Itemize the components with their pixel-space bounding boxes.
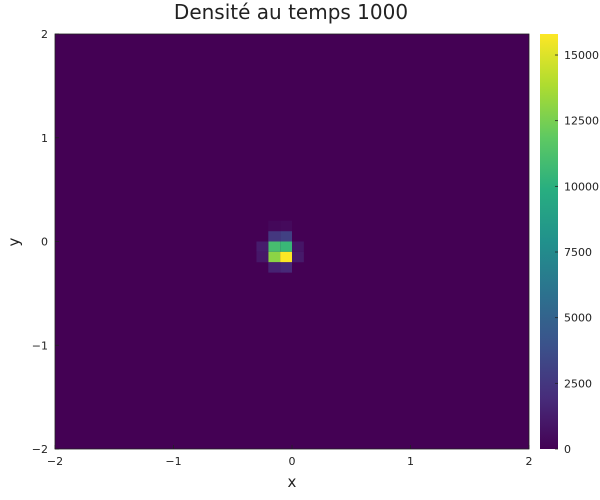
colorbar-ticks: 0 2500 5000 7500 10000 12500 15000 — [555, 49, 599, 456]
colorbar-tick-label-4: 10000 — [564, 180, 599, 193]
x-tick-label-4: 2 — [526, 455, 533, 468]
heatmap-cell-8 — [256, 241, 269, 252]
colorbar-tick-label-1: 2500 — [564, 377, 592, 390]
y-axis-ticks: −2 −1 0 1 2 — [32, 28, 59, 456]
heatmap-cell-12 — [280, 220, 292, 232]
colorbar-tick-label-2: 5000 — [564, 312, 592, 325]
heatmap-cell-9 — [256, 251, 269, 263]
heatmap-cell-2 — [268, 241, 281, 252]
heatmap-cell-1 — [280, 231, 292, 242]
y-tick-label-2: 0 — [41, 236, 48, 249]
y-tick-label-3: 1 — [41, 132, 48, 145]
heatmap-cell-3 — [280, 241, 292, 252]
colorbar: 0 2500 5000 7500 10000 12500 15000 — [540, 34, 599, 456]
x-axis-label: x — [288, 473, 297, 491]
y-tick-label-0: −2 — [32, 443, 48, 456]
heatmap-cell-13 — [268, 220, 281, 232]
heatmap-cells — [256, 220, 304, 273]
y-tick-label-1: −1 — [32, 339, 48, 352]
x-tick-label-0: −2 — [47, 455, 63, 468]
x-axis-ticks: −2 −1 0 1 2 — [47, 445, 533, 468]
colorbar-tick-label-5: 12500 — [564, 115, 599, 128]
colorbar-tick-label-0: 0 — [564, 443, 571, 456]
heatmap-cell-5 — [280, 251, 292, 263]
y-axis-label: y — [5, 237, 23, 246]
colorbar-tick-label-6: 15000 — [564, 49, 599, 62]
heatmap-cell-11 — [292, 251, 304, 263]
heatmap-cell-7 — [280, 262, 292, 273]
chart-title: Densité au temps 1000 — [174, 0, 408, 24]
x-tick-label-1: −1 — [165, 455, 181, 468]
heatmap-cell-0 — [268, 231, 281, 242]
colorbar-tick-label-3: 7500 — [564, 246, 592, 259]
heatmap-cell-6 — [268, 262, 281, 273]
x-tick-label-3: 1 — [407, 455, 414, 468]
x-tick-label-2: 0 — [289, 455, 296, 468]
heatmap-cell-10 — [292, 241, 304, 252]
heatmap-cell-4 — [268, 251, 281, 263]
colorbar-gradient — [540, 34, 558, 449]
plot-area — [54, 33, 530, 450]
y-tick-label-4: 2 — [41, 28, 48, 41]
